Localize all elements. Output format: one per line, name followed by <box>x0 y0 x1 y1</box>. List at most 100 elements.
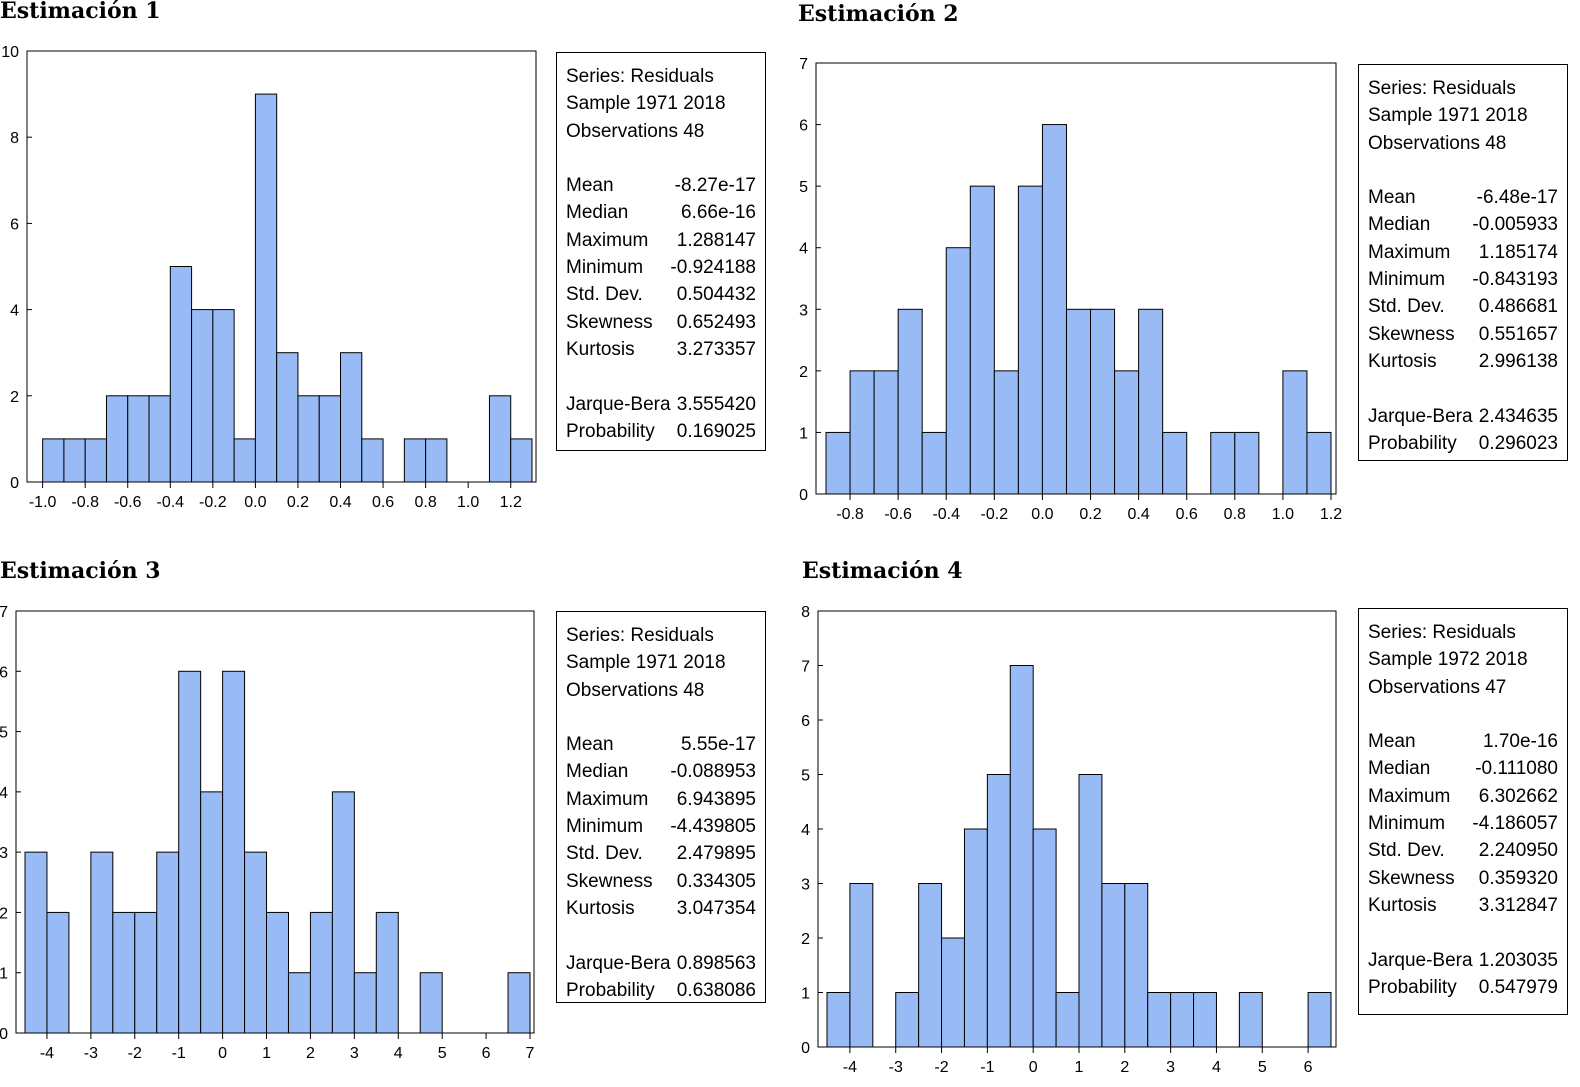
histogram-bar <box>1101 883 1126 1048</box>
stat-value: 3.312847 <box>1478 894 1558 916</box>
y-tick-label: 2 <box>0 905 8 922</box>
histogram-bar <box>510 438 533 483</box>
y-tick-label: 0 <box>799 487 808 504</box>
y-tick-label: 6 <box>799 118 808 135</box>
histogram-chart: 0 1 2 3 4 5 6 7 -0.8 -0.6 -0.4 -0.2 0.0 0.2 0.4 0.6 0.8 1… <box>799 56 1342 523</box>
x-tick-label: 0.4 <box>329 494 351 511</box>
stat-label: Kurtosis <box>566 897 635 919</box>
histogram-bar <box>353 972 377 1034</box>
stat-label: Kurtosis <box>566 338 635 360</box>
stat-row: Mean 5.55e-17 <box>566 731 756 758</box>
observations-label: Observations 48 <box>566 120 705 142</box>
stat-row: Probability 0.296023 <box>1368 430 1558 457</box>
histogram-bar <box>849 883 874 1048</box>
stat-row: Minimum -0.924188 <box>566 254 756 281</box>
stat-label: Jarque-Bera <box>1368 405 1473 427</box>
stat-label: Probability <box>566 420 655 442</box>
stat-label: Mean <box>566 734 614 756</box>
histogram-bar <box>266 911 289 1034</box>
histogram-bar <box>112 911 136 1034</box>
stats-rows-test: Jarque-Bera 3.555420 Probability 0.169025 <box>566 391 756 446</box>
stat-value: 0.638086 <box>676 979 756 1001</box>
histogram-bar <box>156 851 180 1034</box>
stat-label: Skewness <box>1368 323 1455 345</box>
series-label: Series: Residuals <box>1368 622 1516 643</box>
stat-label: Kurtosis <box>1368 350 1437 372</box>
stat-value: 1.288147 <box>676 229 756 251</box>
plot-frame <box>815 62 1337 495</box>
histogram-bar <box>1032 828 1057 1048</box>
histogram-bar <box>969 185 995 495</box>
stat-value: -0.088953 <box>670 761 756 783</box>
stat-row: Kurtosis 3.273357 <box>566 336 756 363</box>
stat-row: Jarque-Bera 0.898563 <box>566 950 756 977</box>
histogram-bar <box>191 309 214 483</box>
sample-label: Sample 1971 2018 <box>1368 105 1528 127</box>
x-tick-label: 0.8 <box>414 494 436 511</box>
histogram-bar <box>1017 185 1043 495</box>
x-tick-label: -4 <box>843 1059 857 1076</box>
x-tick-label: -0.4 <box>157 494 185 511</box>
series-label: Series: Residuals <box>1368 78 1516 99</box>
stat-value: -8.27e-17 <box>674 175 756 197</box>
x-tick-label: -3 <box>84 1045 98 1062</box>
histogram-bar <box>1306 431 1332 495</box>
histogram-bar <box>488 395 512 483</box>
x-tick-label: 2 <box>306 1045 315 1062</box>
x-tick-label: 0.2 <box>287 494 309 511</box>
histogram-bar <box>309 911 333 1034</box>
x-tick-label: -0.8 <box>836 506 864 523</box>
stat-row: Kurtosis 3.312847 <box>1368 892 1558 919</box>
stat-row: Maximum 1.288147 <box>566 227 756 254</box>
y-tick-label: 0 <box>801 1040 810 1057</box>
histogram-bar <box>212 309 235 483</box>
histogram-bar <box>1009 665 1034 1048</box>
histogram-bar <box>825 431 851 495</box>
histogram-bar <box>287 972 311 1034</box>
histogram-bar <box>1090 308 1116 495</box>
stat-value: 0.359320 <box>1478 867 1558 889</box>
histogram-chart: 0 2 4 6 8 10 -1.0 -0.8 -0.6 -0.4 -0.2 0.0 0.2 0.4 0.6 0… <box>1 44 537 511</box>
stat-value: 0.898563 <box>676 952 756 974</box>
y-tick-label: 3 <box>801 877 810 894</box>
stats-rows: Mean 5.55e-17 Median -0.088953 Maximum 6.9438… <box>566 731 756 922</box>
x-tick-label: -0.2 <box>981 506 1009 523</box>
x-tick-label: 0.6 <box>372 494 394 511</box>
x-tick-label: -0.8 <box>71 494 99 511</box>
stat-label: Median <box>566 761 629 783</box>
histogram-bar <box>24 851 48 1034</box>
stats-rows: Mean 1.70e-16 Median -0.111080 Maximum 6.3026… <box>1368 728 1558 919</box>
stat-label: Skewness <box>566 870 653 892</box>
histogram-bar <box>178 670 202 1034</box>
stat-value: 0.334305 <box>676 870 756 892</box>
sample-label: Sample 1971 2018 <box>566 93 726 115</box>
stat-label: Probability <box>1368 976 1457 998</box>
stat-label: Mean <box>566 175 614 197</box>
x-tick-label: 0 <box>1029 1059 1038 1076</box>
stat-row: Minimum -0.843193 <box>1368 266 1558 293</box>
stat-row: Maximum 6.302662 <box>1368 783 1558 810</box>
stats-rows-test: Jarque-Bera 1.203035 Probability 0.547979 <box>1368 947 1558 1002</box>
stats-box: Series: Residuals Sample 1972 2018 Obser… <box>1358 608 1568 1015</box>
x-tick-label: 6 <box>482 1045 491 1062</box>
y-tick-label: 1 <box>801 986 810 1003</box>
histogram-bar <box>331 791 355 1034</box>
stats-box: Series: Residuals Sample 1971 2018 Obser… <box>1358 64 1568 461</box>
stat-row: Kurtosis 2.996138 <box>1368 348 1558 375</box>
histogram-bar <box>425 438 448 483</box>
stat-value: 3.273357 <box>676 338 756 360</box>
stat-row: Skewness 0.334305 <box>566 868 756 895</box>
stat-value: 3.555420 <box>676 393 756 415</box>
x-tick-label: 5 <box>438 1045 447 1062</box>
stat-row: Jarque-Bera 3.555420 <box>566 391 756 418</box>
stat-row: Probability 0.169025 <box>566 418 756 445</box>
panel-title: Estimación 3 <box>0 558 161 584</box>
panel-title: Estimación 4 <box>802 558 963 584</box>
x-tick-label: -0.2 <box>199 494 227 511</box>
stat-label: Minimum <box>566 816 644 838</box>
stat-value: 6.302662 <box>1478 785 1558 807</box>
x-tick-label: -4 <box>40 1045 54 1062</box>
stat-value: -0.924188 <box>670 257 756 279</box>
stat-row: Skewness 0.359320 <box>1368 865 1558 892</box>
stat-label: Minimum <box>1368 813 1446 835</box>
